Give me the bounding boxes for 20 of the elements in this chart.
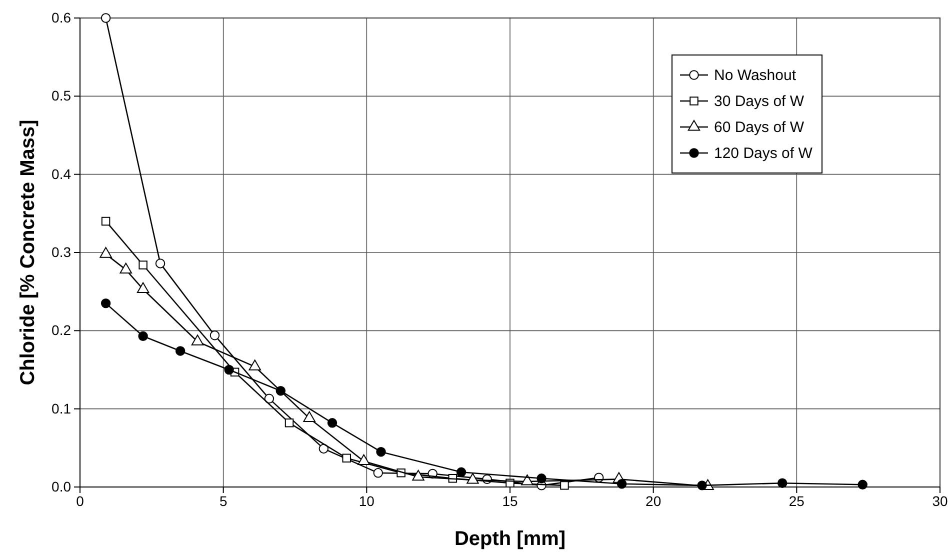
x-tick-label: 0 [76,492,84,509]
x-axis-title: Depth [mm] [454,528,566,550]
y-tick-label: 0.5 [52,88,72,104]
y-tick-label: 0.0 [52,478,72,494]
legend-label: 60 Days of W [714,119,805,136]
x-tick-label: 5 [219,492,228,509]
x-tick-label: 30 [932,492,948,509]
y-tick-label: 0.3 [52,244,72,260]
y-tick-label: 0.2 [52,322,72,338]
x-tick-label: 10 [358,492,375,509]
x-tick-label: 25 [788,492,805,509]
y-tick-label: 0.4 [52,166,72,182]
y-tick-label: 0.6 [52,9,72,26]
legend-label: No Washout [714,67,797,84]
legend-label: 30 Days of W [714,93,805,110]
x-tick-label: 20 [646,492,662,509]
y-tick-label: 0.1 [52,400,72,416]
y-axis-title: Chloride [% Concrete Mass] [17,120,39,386]
x-tick-label: 15 [502,492,518,509]
legend-label: 120 Days of W [714,145,814,162]
